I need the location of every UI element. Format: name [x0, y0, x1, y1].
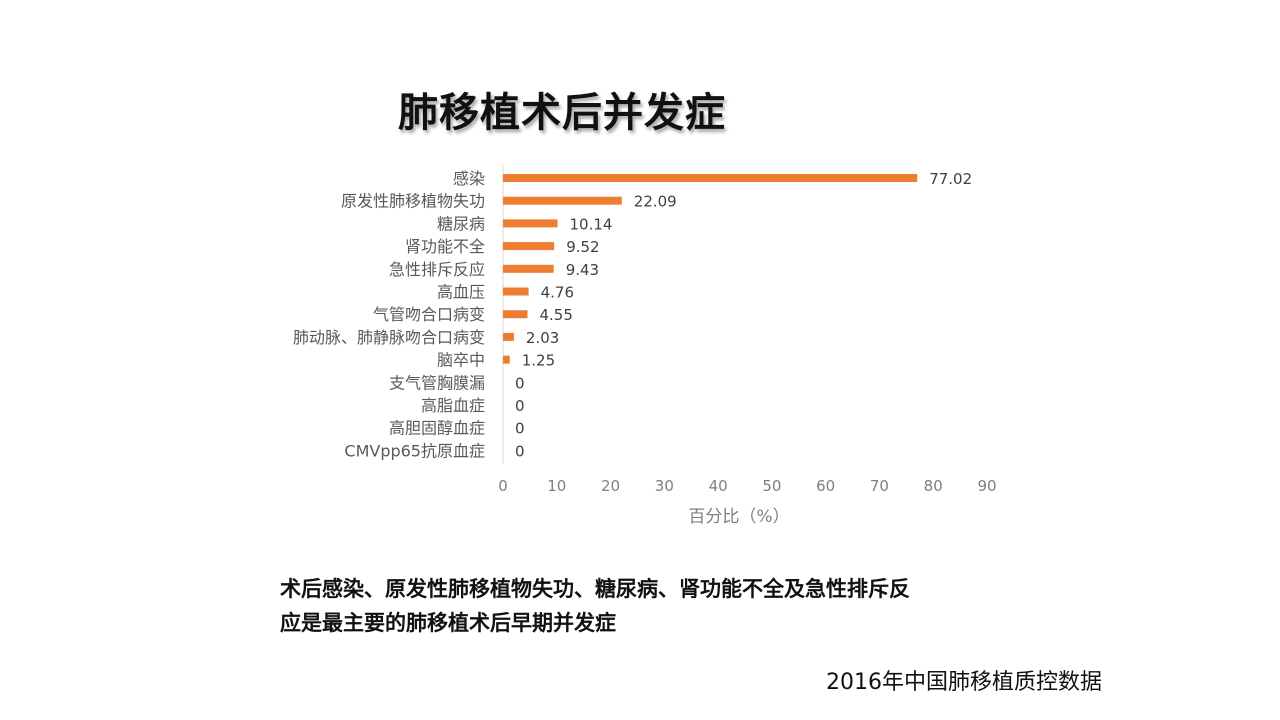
complications-bar-chart: 感染 77.02 原发性肺移植物失功 22.09 糖尿病 10.14 肾功能不全 9.52 急性… [293, 164, 997, 527]
category-label: 急性排斥反应 [389, 260, 485, 279]
x-tick-label: 10 [547, 477, 566, 495]
bar [503, 174, 918, 182]
category-label: CMVpp65抗原血症 [344, 441, 485, 460]
x-tick-label: 60 [816, 477, 835, 495]
x-tick-label: 40 [709, 477, 728, 495]
bar [503, 196, 622, 205]
x-tick-label: 90 [977, 477, 996, 495]
bar [503, 264, 554, 273]
page-title: 肺移植术后并发症 [398, 90, 726, 136]
data-source: 2016年中国肺移植质控数据 [826, 670, 1102, 695]
category-label: 肺动脉、肺静脉吻合口病变 [293, 328, 485, 347]
category-label: 肾功能不全 [405, 237, 485, 256]
bar [503, 332, 514, 341]
x-tick-label: 70 [870, 477, 889, 495]
value-label: 1.25 [522, 352, 555, 370]
value-label: 0 [515, 442, 525, 460]
value-label: 77.02 [929, 170, 972, 188]
x-axis-title: 百分比（%） [688, 507, 789, 527]
category-label: 脑卒中 [437, 351, 485, 370]
category-label: 感染 [453, 169, 485, 188]
category-label: 高脂血症 [421, 396, 485, 415]
x-tick-label: 20 [601, 477, 620, 495]
category-label: 高胆固醇血症 [389, 419, 485, 438]
bar [503, 355, 510, 364]
value-label: 22.09 [634, 193, 677, 211]
value-label: 4.55 [539, 306, 572, 324]
bar [503, 310, 528, 319]
value-label: 0 [515, 374, 525, 392]
summary-line-2: 应是最主要的肺移植术后早期并发症 [280, 611, 616, 635]
category-label: 气管吻合口病变 [373, 305, 485, 324]
value-label: 0 [515, 397, 525, 415]
category-label: 支气管胸膜漏 [389, 373, 485, 392]
value-label: 2.03 [526, 329, 559, 347]
bar [503, 287, 529, 296]
x-tick-label: 30 [655, 477, 674, 495]
value-label: 4.76 [541, 284, 574, 302]
value-label: 10.14 [570, 215, 613, 233]
x-tick-label: 50 [762, 477, 781, 495]
bar [503, 219, 558, 228]
summary-line-1: 术后感染、原发性肺移植物失功、糖尿病、肾功能不全及急性排斥反 [280, 577, 910, 601]
value-label: 9.52 [566, 238, 599, 256]
category-label: 原发性肺移植物失功 [341, 192, 485, 211]
summary-text: 术后感染、原发性肺移植物失功、糖尿病、肾功能不全及急性排斥反 应是最主要的肺移植… [280, 572, 1040, 640]
category-label: 高血压 [437, 283, 485, 302]
bar [503, 242, 555, 251]
value-label: 9.43 [566, 261, 599, 279]
value-label: 0 [515, 420, 525, 438]
x-tick-label: 80 [924, 477, 943, 495]
category-label: 糖尿病 [437, 214, 485, 233]
x-tick-label: 0 [498, 477, 508, 495]
